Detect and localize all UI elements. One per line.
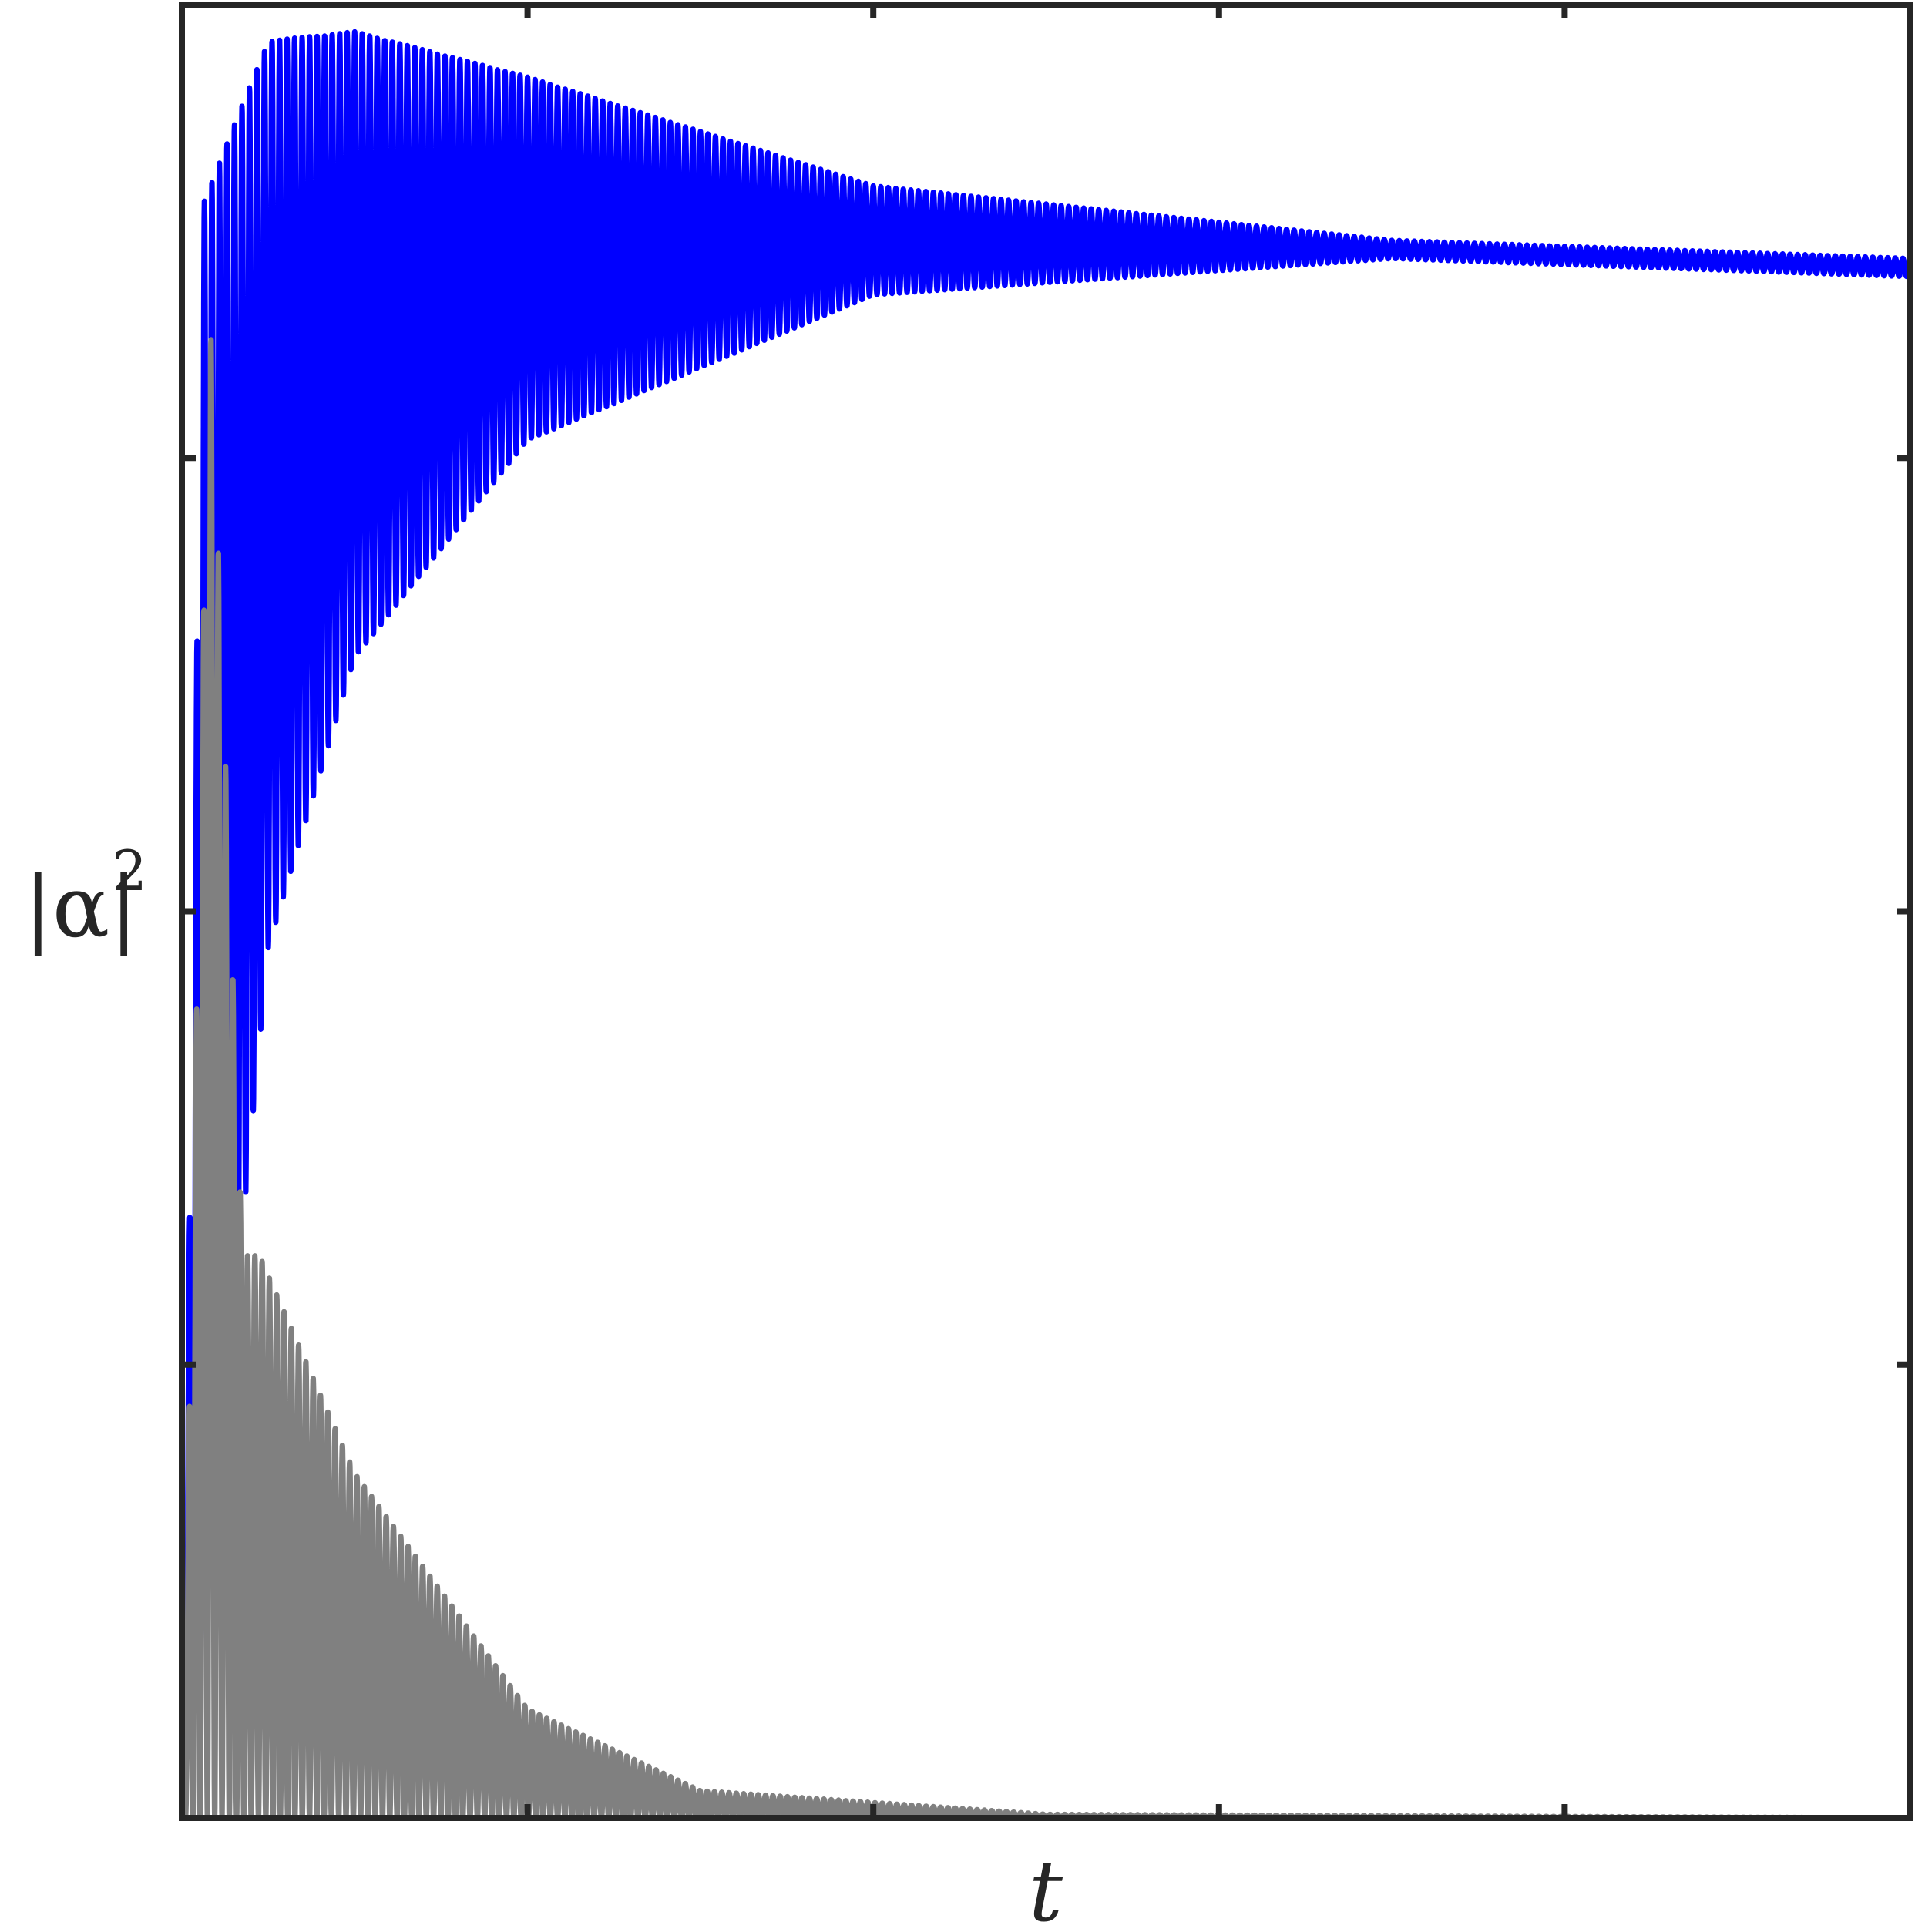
series-line-1	[182, 29, 1910, 1818]
axis-ticks	[182, 5, 1910, 1818]
y-axis-label-base: |α|	[24, 858, 138, 956]
y-axis-label: |α| 2	[24, 838, 147, 956]
y-axis-label-exponent: 2	[112, 838, 147, 903]
x-axis-label: t	[1029, 1842, 1063, 1932]
